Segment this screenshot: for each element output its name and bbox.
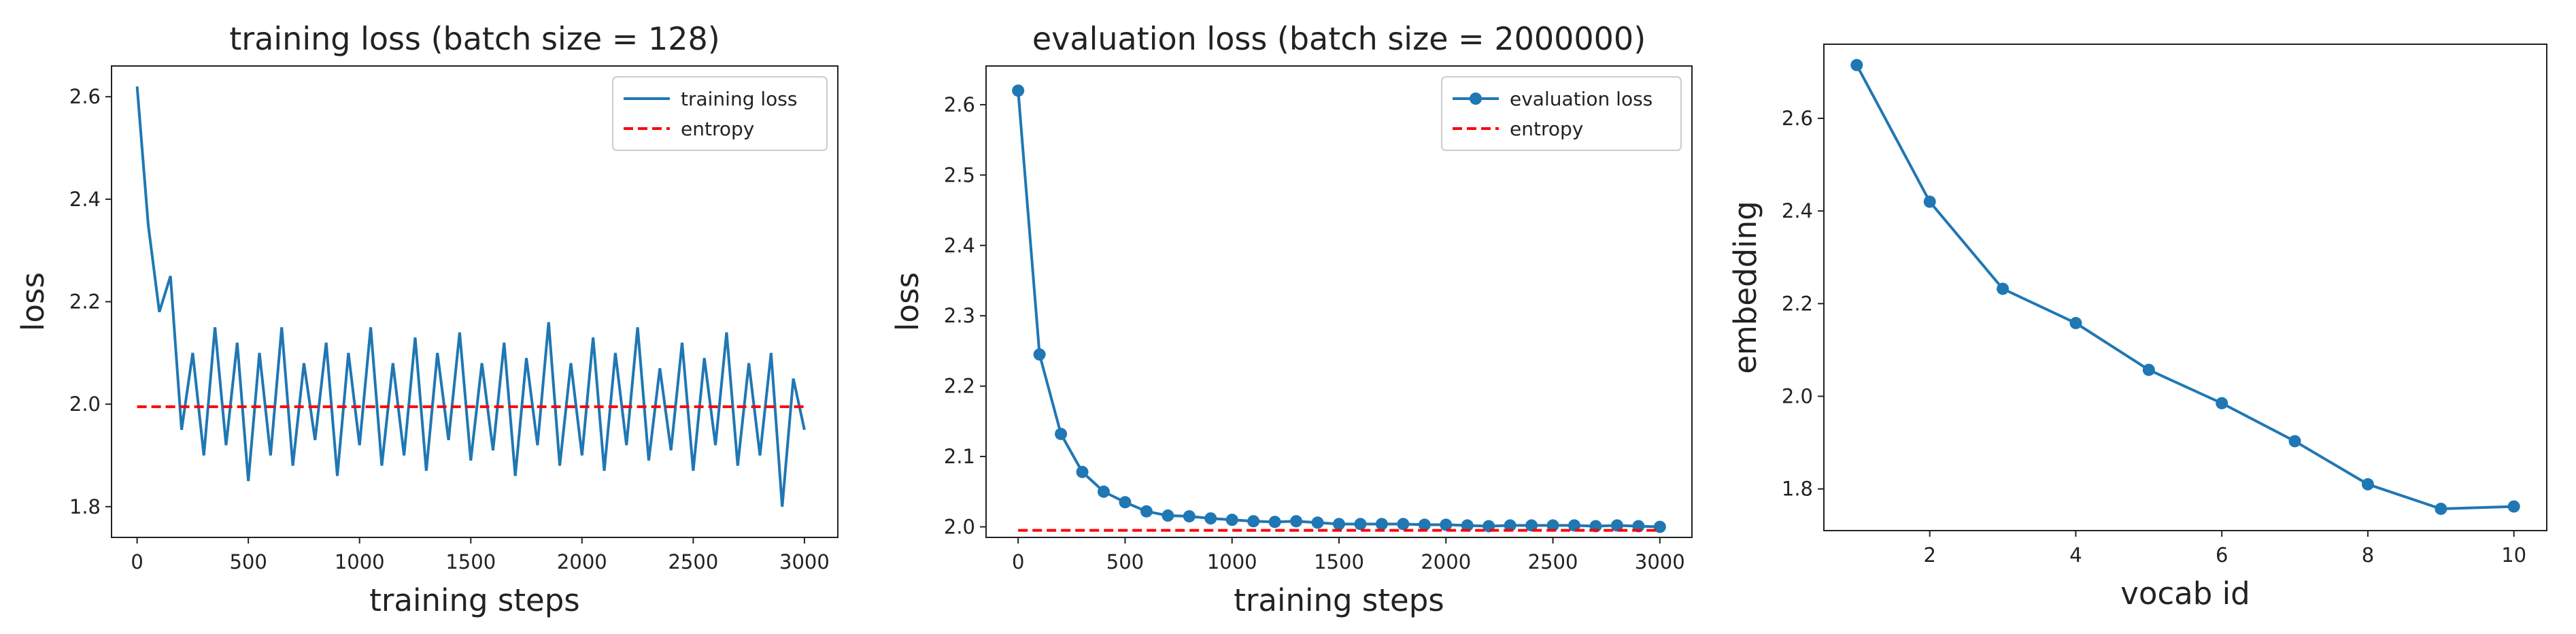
chart: evaluation loss (batch size = 2000000) tr… [889, 20, 1693, 618]
x-tick-label: 1500 [445, 550, 496, 573]
y-tick-label: 2.4 [944, 234, 975, 257]
legend-box [612, 76, 828, 151]
y-axis-label: loss [889, 272, 926, 331]
y-tick-label: 2.6 [944, 93, 975, 116]
y-axis-label: embedding [1727, 201, 1763, 374]
y-axis-label: loss [15, 272, 51, 331]
y-tick-label: 2.2 [944, 375, 975, 398]
data-point [1012, 84, 1025, 97]
data-line [1855, 64, 2514, 511]
legend-label: evaluation loss [1510, 88, 1653, 110]
legend-box [1441, 76, 1682, 151]
x-axis-label: training steps [1234, 582, 1444, 618]
x-tick-label: 2500 [668, 550, 718, 573]
data-point [1247, 515, 1260, 528]
axes-frame [985, 65, 1693, 538]
x-tick-label: 500 [1106, 550, 1144, 573]
axes-frame [111, 65, 838, 538]
y-tick-label: 2.6 [1782, 107, 1813, 130]
data-point [1098, 485, 1110, 498]
data-point [1440, 518, 1453, 531]
data-point [2069, 316, 2082, 329]
data-point [1311, 516, 1324, 529]
y-tick-label: 2.0 [69, 393, 101, 416]
data-point [1033, 348, 1046, 361]
data-point [1140, 505, 1153, 518]
data-point [1546, 519, 1559, 532]
x-tick-label: 10 [2501, 544, 2526, 567]
data-point [1268, 516, 1281, 529]
data-point [1333, 518, 1345, 531]
legend-label: entropy [681, 118, 754, 140]
data-point [1504, 519, 1516, 532]
chart-title: training loss (batch size = 128) [229, 20, 719, 57]
y-tick-label: 2.0 [1782, 385, 1813, 408]
data-point [2142, 363, 2155, 376]
data-point [1354, 518, 1367, 531]
data-point [1850, 59, 1863, 71]
y-tick-label: 2.2 [1782, 292, 1813, 315]
data-point [1997, 282, 2010, 295]
x-tick-label: 2000 [557, 550, 607, 573]
x-tick-label: 0 [1012, 550, 1024, 573]
y-tick-label: 2.0 [944, 515, 975, 538]
x-tick-label: 2000 [1421, 550, 1471, 573]
x-tick-label: 4 [2069, 544, 2082, 567]
chart: vocab id embedding 2 4 6 8 10 1.8 2.0 2.2 2.4 2.6 [1727, 44, 2547, 612]
x-tick-label: 8 [2362, 544, 2374, 567]
data-line [135, 86, 806, 507]
chart: training loss (batch size = 128) training… [15, 20, 838, 618]
y-tick-label: 1.8 [69, 495, 101, 518]
y-tick-label: 2.3 [944, 304, 975, 327]
data-point [2288, 435, 2301, 448]
data-point [1461, 519, 1474, 532]
y-tick-label: 2.5 [944, 163, 975, 186]
x-tick-label: 2 [1923, 544, 1935, 567]
data-point [2216, 397, 2228, 410]
legend-label: training loss [681, 88, 797, 110]
data-point [1290, 515, 1303, 528]
y-tick-label: 2.4 [1782, 199, 1813, 222]
data-point [1568, 519, 1580, 532]
x-tick-label: 1000 [335, 550, 385, 573]
data-point [2361, 478, 2374, 490]
x-tick-label: 1000 [1207, 550, 1257, 573]
x-tick-label: 6 [2216, 544, 2228, 567]
x-tick-label: 1500 [1314, 550, 1364, 573]
x-axis-label: training steps [369, 582, 579, 618]
legend-marker [1470, 93, 1482, 105]
x-axis-label: vocab id [2120, 575, 2250, 612]
data-line [1017, 90, 1660, 529]
y-tick-label: 2.1 [944, 445, 975, 468]
axes-frame [1823, 44, 2547, 531]
data-point [1397, 518, 1410, 531]
y-tick-label: 1.8 [1782, 478, 1813, 501]
data-point [1204, 512, 1217, 525]
data-point [1610, 519, 1623, 532]
data-point [1055, 427, 1068, 440]
data-point [1162, 509, 1174, 522]
x-tick-label: 0 [131, 550, 143, 573]
y-tick-label: 2.4 [69, 188, 101, 211]
x-tick-label: 2500 [1528, 550, 1578, 573]
chart-title: evaluation loss (batch size = 2000000) [1032, 20, 1646, 57]
data-point [1225, 514, 1238, 527]
x-tick-label: 500 [229, 550, 267, 573]
y-tick-label: 2.2 [69, 290, 101, 314]
data-point [1418, 518, 1431, 531]
data-point [1653, 520, 1666, 533]
data-point [2435, 502, 2447, 515]
x-tick-label: 3000 [1635, 550, 1685, 573]
data-point [2507, 500, 2520, 513]
data-point [1119, 496, 1132, 509]
data-point [1923, 195, 1936, 208]
data-point [1525, 519, 1538, 532]
y-tick-label: 2.6 [69, 85, 101, 108]
data-point [1375, 518, 1388, 531]
legend-label: entropy [1510, 118, 1583, 140]
data-point [1183, 510, 1196, 522]
x-tick-label: 3000 [779, 550, 830, 573]
data-point [1076, 465, 1089, 478]
